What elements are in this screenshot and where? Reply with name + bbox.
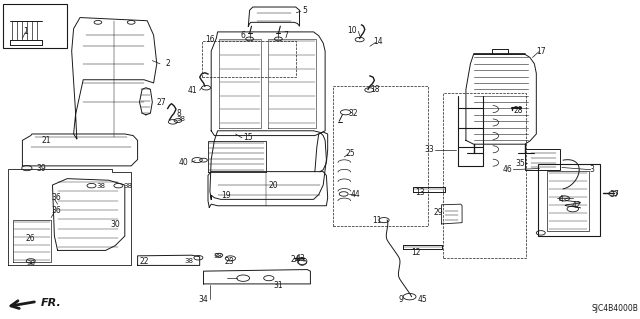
Text: 8: 8 bbox=[177, 109, 182, 118]
Text: 43: 43 bbox=[296, 254, 306, 263]
Text: 39: 39 bbox=[36, 164, 46, 173]
Text: 14: 14 bbox=[372, 37, 383, 46]
Text: 11: 11 bbox=[372, 216, 382, 225]
Text: 46: 46 bbox=[502, 165, 513, 174]
Text: 12: 12 bbox=[411, 248, 420, 256]
Text: 17: 17 bbox=[536, 47, 546, 56]
Text: 26: 26 bbox=[26, 234, 36, 243]
Text: 41: 41 bbox=[188, 86, 197, 95]
Bar bbox=[202, 41, 296, 77]
Text: 5: 5 bbox=[302, 6, 307, 15]
Text: 25: 25 bbox=[346, 149, 356, 158]
Bar bbox=[333, 86, 428, 226]
Text: 24: 24 bbox=[291, 256, 301, 264]
Bar bbox=[3, 4, 67, 48]
Text: 1: 1 bbox=[23, 27, 28, 36]
Text: 19: 19 bbox=[221, 191, 231, 200]
Text: 16: 16 bbox=[205, 35, 214, 44]
Bar bbox=[443, 93, 526, 258]
Text: 32: 32 bbox=[348, 109, 358, 118]
Text: 33: 33 bbox=[424, 145, 434, 154]
Text: 36: 36 bbox=[51, 193, 61, 202]
Text: 38: 38 bbox=[213, 253, 222, 259]
Text: 7: 7 bbox=[283, 31, 288, 40]
Text: 38: 38 bbox=[26, 260, 35, 266]
Text: 10: 10 bbox=[348, 26, 357, 35]
Text: 20: 20 bbox=[268, 181, 278, 189]
Text: 30: 30 bbox=[111, 220, 120, 229]
Text: 45: 45 bbox=[417, 295, 428, 304]
Text: 22: 22 bbox=[140, 257, 149, 266]
Text: 44: 44 bbox=[350, 190, 360, 199]
Text: 15: 15 bbox=[243, 133, 253, 142]
Text: 34: 34 bbox=[198, 295, 209, 304]
Text: 29: 29 bbox=[434, 208, 444, 217]
Text: 6: 6 bbox=[240, 31, 245, 40]
Text: SJC4B4000B: SJC4B4000B bbox=[592, 304, 639, 313]
Text: 27: 27 bbox=[157, 98, 166, 107]
Text: 42: 42 bbox=[571, 201, 581, 210]
Text: 37: 37 bbox=[609, 190, 620, 199]
Text: 38: 38 bbox=[177, 116, 186, 122]
Text: 28: 28 bbox=[514, 106, 523, 115]
Text: 18: 18 bbox=[370, 85, 380, 94]
Text: 4: 4 bbox=[558, 195, 563, 204]
Text: 36: 36 bbox=[51, 206, 61, 215]
Text: FR.: FR. bbox=[40, 298, 61, 308]
Bar bbox=[538, 164, 600, 236]
Text: 38: 38 bbox=[97, 183, 106, 189]
Text: 35: 35 bbox=[515, 159, 525, 168]
Text: 9: 9 bbox=[399, 295, 404, 304]
Text: 21: 21 bbox=[42, 136, 51, 145]
Bar bbox=[547, 171, 589, 231]
Text: 23: 23 bbox=[224, 257, 234, 266]
Text: 38: 38 bbox=[124, 183, 132, 189]
Text: 40: 40 bbox=[179, 158, 189, 167]
Text: 2: 2 bbox=[165, 59, 170, 68]
Text: 3: 3 bbox=[589, 165, 595, 174]
Text: 13: 13 bbox=[415, 189, 424, 197]
Bar bbox=[525, 149, 560, 170]
Text: 38: 38 bbox=[184, 258, 193, 263]
Text: 31: 31 bbox=[273, 281, 284, 290]
